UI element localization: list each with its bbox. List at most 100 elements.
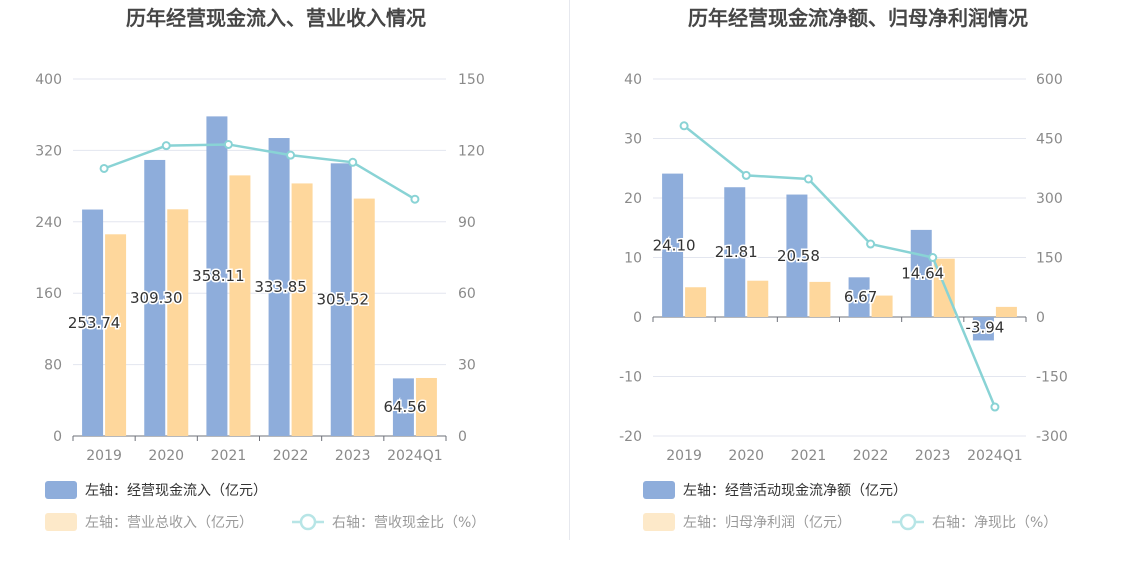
y-right-tick-label: 300 (1036, 191, 1063, 207)
legend-label: 左轴：归母净利润（亿元） (683, 514, 851, 531)
legend-swatch (45, 513, 77, 531)
line-point-2023 (928, 253, 938, 262)
y-left-tick-label: 0 (53, 429, 62, 445)
y-left-tick-label: 20 (624, 191, 642, 207)
line-point-2024Q1 (410, 194, 420, 204)
line-point-2021 (803, 174, 813, 184)
bar-1-2024Q1 (392, 378, 414, 436)
bar-2-2019 (685, 287, 707, 317)
line-series (103, 143, 416, 201)
data-label: 20.58 (777, 247, 820, 265)
legend-item-1: 左轴：经营现金流入（亿元） (45, 481, 267, 499)
bar-1-2019 (82, 209, 104, 436)
data-label: -3.94 (966, 318, 1005, 336)
y-right-tick-label: 120 (458, 143, 485, 159)
line-point-2023 (348, 157, 358, 167)
line-point-2019 (99, 163, 109, 173)
bar-2-2020 (167, 209, 189, 436)
bar-1-2020 (724, 187, 746, 317)
bar-2-2020 (747, 280, 769, 317)
line-point-2024Q1 (990, 402, 1000, 412)
data-label: 305.52 (317, 291, 370, 309)
y-left-tick-label: 160 (35, 286, 62, 302)
y-right-tick-label: 30 (458, 358, 476, 374)
x-tick-label: 2024Q1 (967, 448, 1023, 464)
line-point-2020 (161, 141, 171, 151)
y-right-tick-label: 600 (1036, 72, 1063, 88)
bar-1-2021 (206, 116, 228, 436)
chart-1: 历年经营现金流入、营业收入情况 0 80 160 240 320 400 0 30 60 90 120… (35, 6, 485, 531)
y-left-tick-label: 320 (35, 143, 62, 159)
y-left-tick-label: 30 (624, 132, 642, 148)
bar-2-2022 (871, 295, 893, 317)
bar-2-2021 (229, 175, 251, 436)
line-point-2019 (679, 121, 689, 131)
bar-1-2022 (268, 138, 290, 436)
x-tick-label: 2023 (335, 448, 371, 464)
line-point-2020 (741, 170, 751, 180)
chart-divider (569, 0, 570, 540)
legend-label: 左轴：经营现金流入（亿元） (85, 483, 267, 499)
x-tick-label: 2022 (273, 448, 309, 464)
bar-2-2023 (353, 198, 375, 436)
x-tick-label: 2022 (853, 448, 889, 464)
x-tick-label: 2024Q1 (387, 448, 443, 464)
legend-label: 左轴：营业总收入（亿元） (85, 515, 253, 531)
line-point-2022 (866, 239, 876, 249)
legend-label: 左轴：经营活动现金流净额（亿元） (683, 483, 907, 499)
y-right-tick-label: 150 (458, 72, 485, 88)
chart-2: 历年经营现金流净额、归母净利润情况 -20 -10 0 10 20 30 40 -300 -150… (619, 6, 1068, 531)
y-left-tick-label: 10 (624, 251, 642, 267)
y-right-tick-label: 450 (1036, 132, 1063, 148)
legend-swatch (643, 481, 675, 499)
y-right-tick-label: 150 (1036, 251, 1063, 267)
x-tick-label: 2021 (211, 448, 247, 464)
x-tick-label: 2021 (791, 448, 827, 464)
chart-title: 历年经营现金流入、营业收入情况 (126, 6, 426, 30)
data-label: 21.81 (715, 243, 758, 261)
y-left-tick-label: 40 (624, 72, 642, 88)
legend-item-2: 左轴：归母净利润（亿元） (643, 513, 851, 531)
bar-1-2024Q1 (972, 317, 994, 341)
bar-1-2020 (144, 159, 166, 436)
y-right-tick-label: 0 (458, 429, 467, 445)
x-tick-label: 2019 (86, 448, 122, 464)
x-tick-label: 2020 (148, 448, 184, 464)
y-right-tick-label: 0 (1036, 310, 1045, 326)
y-right-tick-label: -150 (1036, 370, 1068, 386)
bar-2-2019 (105, 234, 127, 436)
legend-swatch (45, 481, 77, 499)
legend-marker (299, 513, 317, 531)
y-left-tick-label: 240 (35, 215, 62, 231)
bar-2-2021 (809, 281, 831, 317)
y-right-tick-label: 90 (458, 215, 476, 231)
legend-item-2: 左轴：营业总收入（亿元） (45, 513, 253, 531)
bar-1-2023 (910, 229, 932, 317)
line-series (683, 124, 997, 408)
legend-swatch (643, 513, 675, 531)
bar-2-2022 (291, 183, 313, 436)
data-label: 253.74 (68, 314, 121, 332)
y-left-tick-label: 80 (44, 358, 62, 374)
bar-1-2023 (330, 163, 352, 436)
data-label: 14.64 (901, 264, 944, 282)
y-left-tick-label: -20 (619, 429, 642, 445)
x-tick-label: 2019 (666, 448, 702, 464)
bar-2-2024Q1 (995, 306, 1017, 317)
legend-item-3: 右轴：营收现金比（%） (292, 513, 485, 531)
bar-2-2024Q1 (415, 377, 437, 436)
data-label: 358.11 (192, 267, 245, 285)
data-label: 24.10 (653, 236, 696, 254)
y-left-tick-label: 0 (633, 310, 642, 326)
legend-label: 右轴：营收现金比（%） (332, 515, 485, 531)
chart-title: 历年经营现金流净额、归母净利润情况 (688, 6, 1028, 30)
line-point-2021 (223, 139, 233, 149)
data-label: 309.30 (130, 289, 183, 307)
y-left-tick-label: 400 (35, 72, 62, 88)
data-label: 6.67 (844, 288, 877, 306)
bar-1-2021 (786, 194, 808, 317)
bar-1-2019 (662, 173, 684, 317)
legend-marker (899, 513, 917, 531)
y-left-tick-label: -10 (619, 370, 642, 386)
